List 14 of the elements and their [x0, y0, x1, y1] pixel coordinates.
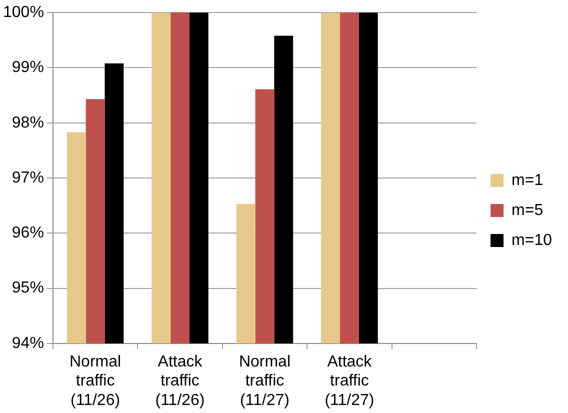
x-tick-label: Attack traffic (11/27) — [324, 353, 374, 409]
y-tick-label: 94% — [12, 334, 44, 352]
y-tick-label: 99% — [12, 59, 44, 76]
y-tick-label: 98% — [12, 114, 44, 132]
legend-label: m=1 — [512, 172, 544, 189]
y-tick-label: 97% — [12, 169, 44, 186]
x-tick-label: Normal traffic (11/27) — [238, 353, 291, 409]
y-tick-label: 100% — [3, 4, 44, 22]
y-tick-label: 95% — [12, 280, 44, 297]
x-tick-label: Attack traffic (11/26) — [155, 353, 205, 409]
y-tick-label: 96% — [12, 224, 44, 242]
x-tick-label: Normal traffic (11/26) — [70, 353, 122, 409]
legend-label: m=10 — [512, 232, 552, 249]
legend-label: m=5 — [512, 202, 544, 219]
